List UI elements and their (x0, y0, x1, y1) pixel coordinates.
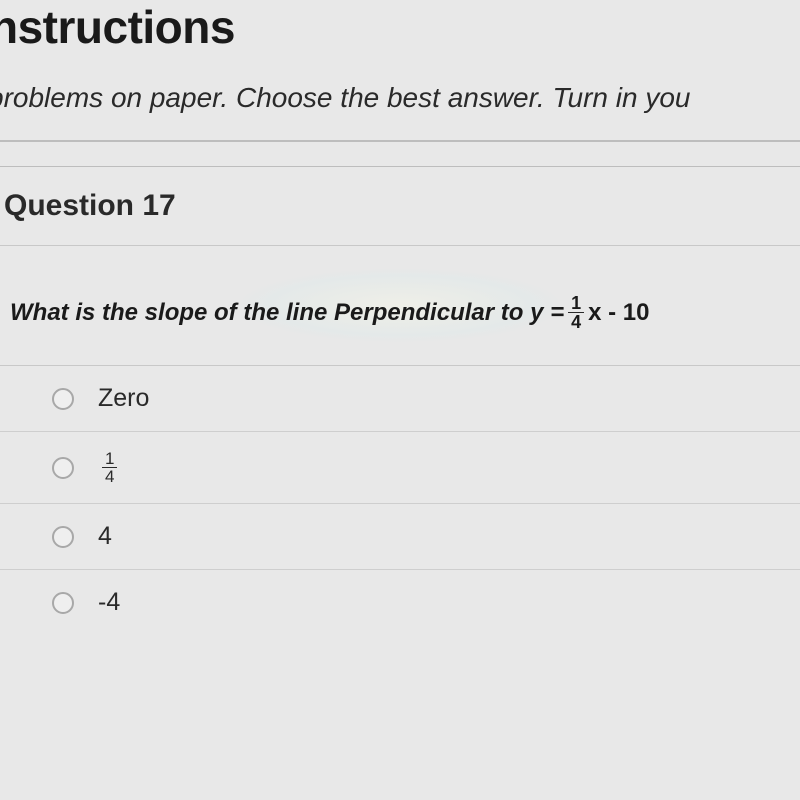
prompt-prefix: What is the slope of the line Perpendicu… (10, 299, 564, 327)
option-fraction-num: 1 (102, 450, 117, 468)
option-row[interactable]: Zero (0, 366, 800, 432)
fraction-numerator: 1 (568, 294, 584, 313)
prompt-fraction: 1 4 (568, 294, 584, 331)
question-prompt: What is the slope of the line Perpendicu… (10, 294, 650, 331)
option-row[interactable]: 4 (0, 504, 800, 570)
page-heading: nstructions (0, 0, 800, 82)
spacer (0, 142, 800, 166)
question-title: Question 17 (0, 189, 800, 223)
option-label: 4 (98, 522, 112, 551)
option-row[interactable]: 1 4 (0, 432, 800, 504)
option-label: Zero (98, 384, 149, 413)
prompt-after-fraction: x - 10 (588, 299, 649, 327)
radio-icon[interactable] (52, 457, 74, 479)
question-prompt-area: What is the slope of the line Perpendicu… (0, 246, 800, 365)
options-list: Zero 1 4 4 -4 (0, 365, 800, 635)
radio-icon[interactable] (52, 388, 74, 410)
option-label: 1 4 (98, 450, 121, 485)
fraction-denominator: 4 (568, 313, 584, 331)
instructions-subtext: problems on paper. Choose the best answe… (0, 82, 800, 140)
radio-icon[interactable] (52, 592, 74, 614)
option-label: -4 (98, 588, 120, 617)
option-fraction: 1 4 (102, 450, 117, 485)
option-row[interactable]: -4 (0, 570, 800, 635)
question-header: Question 17 (0, 166, 800, 246)
radio-icon[interactable] (52, 526, 74, 548)
option-fraction-den: 4 (102, 468, 117, 485)
